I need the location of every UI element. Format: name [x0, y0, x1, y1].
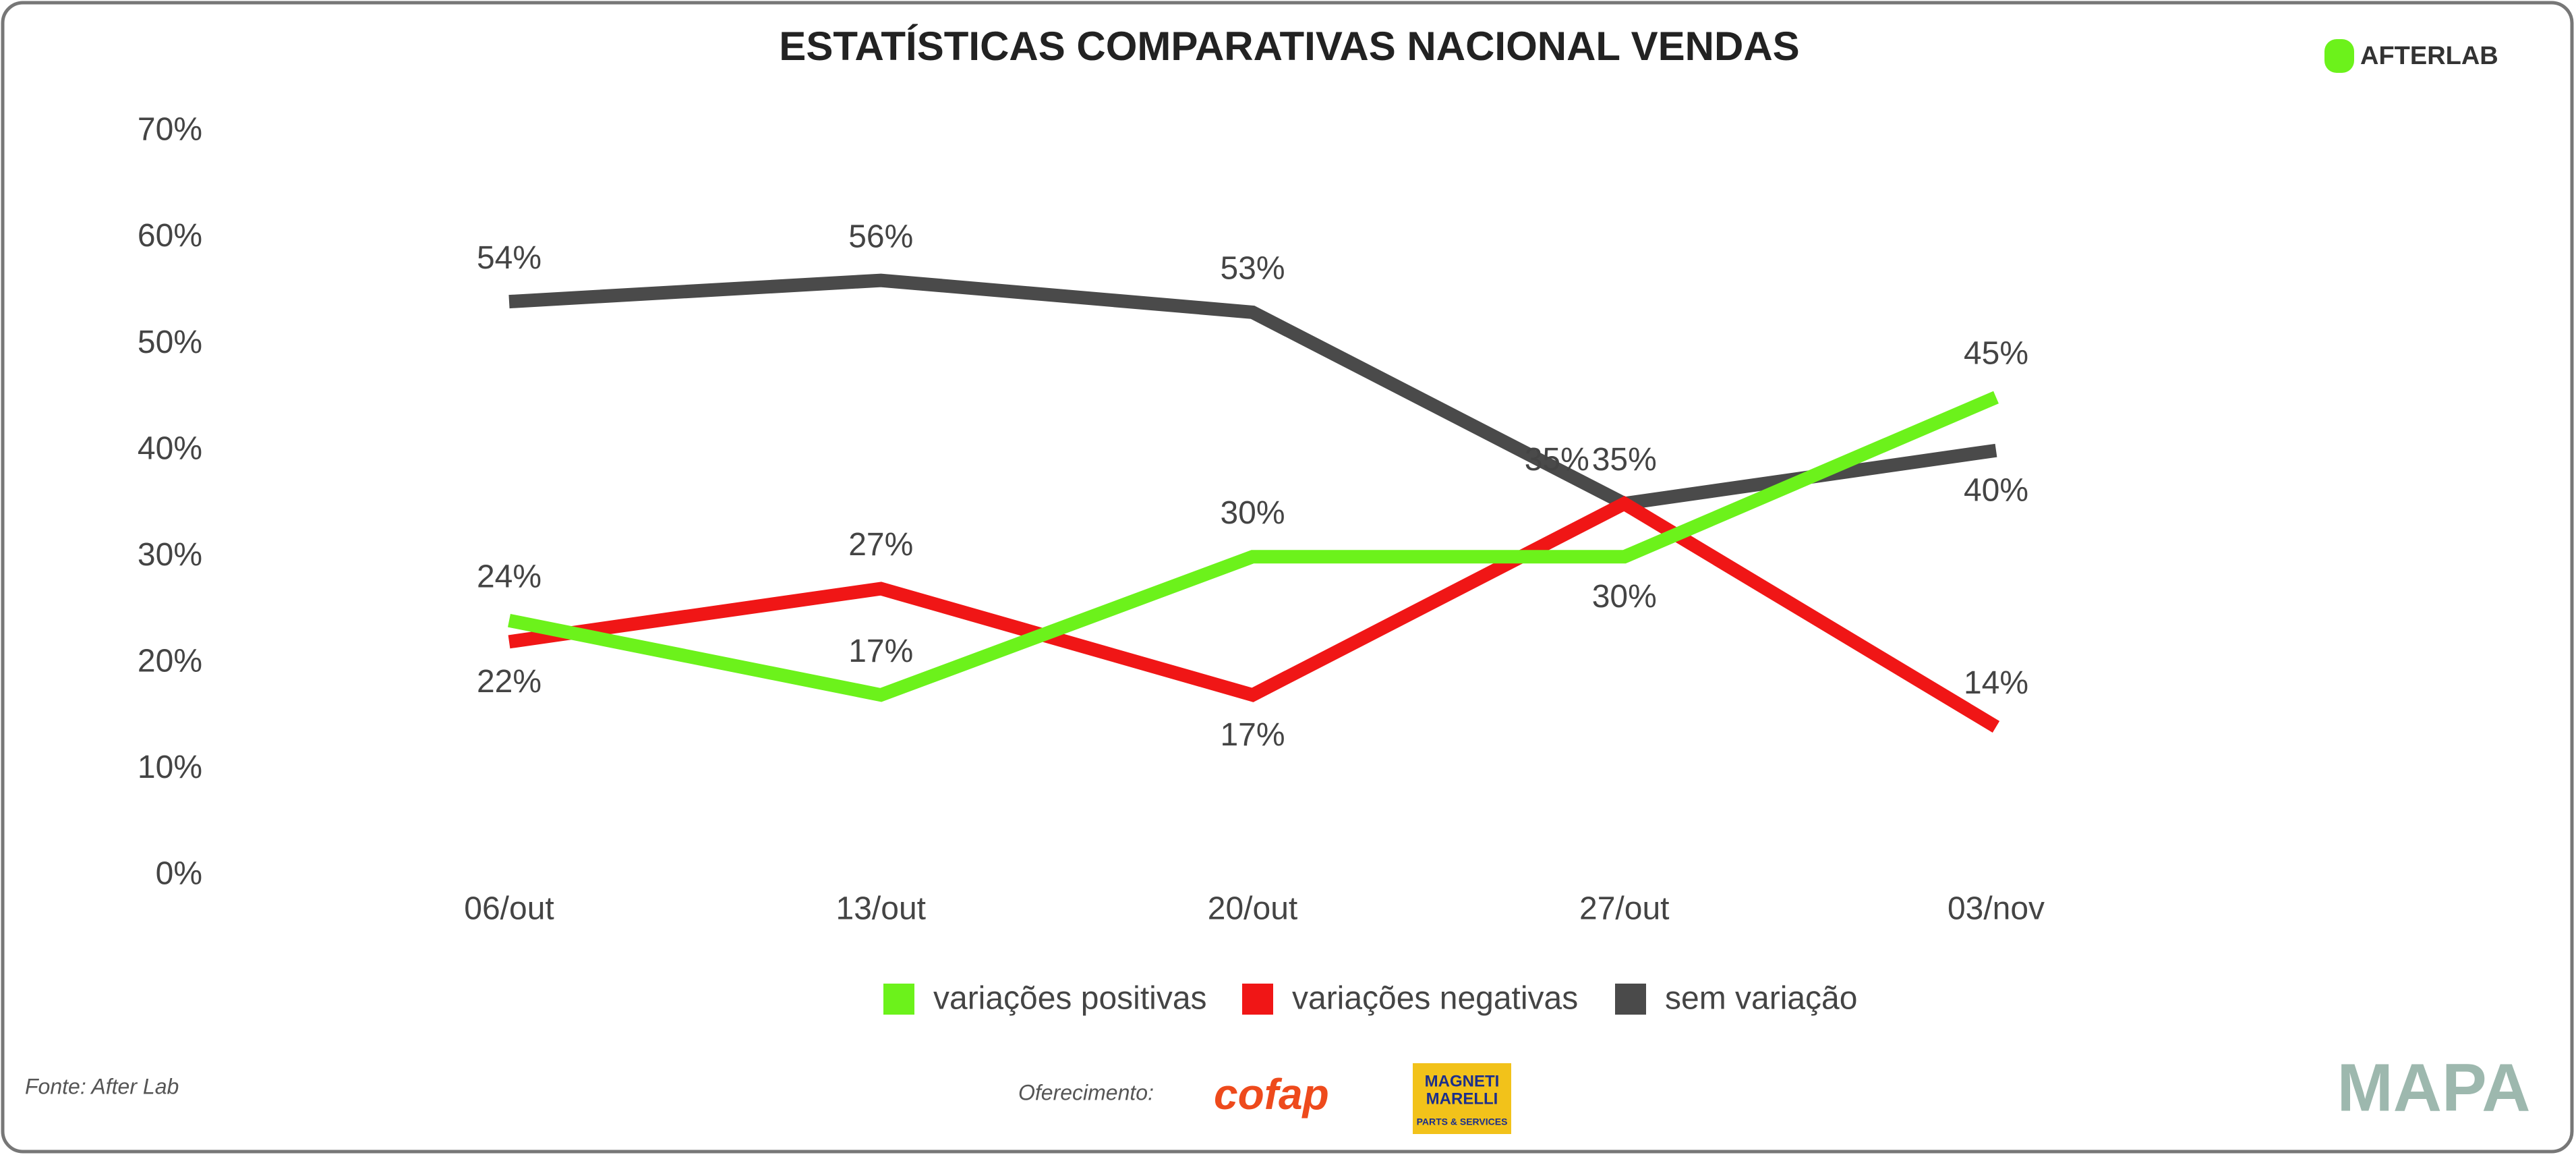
logo-box: [1413, 1063, 1511, 1134]
logo-icon: [2324, 39, 2354, 73]
x-tick-label: 27/out: [1579, 891, 1669, 927]
series-line: [508, 391, 1999, 702]
value-label: 45%: [1964, 336, 2028, 372]
x-tick-label: 06/out: [464, 891, 554, 927]
series-line: [508, 496, 2000, 733]
logo-text: PARTS & SERVICES: [1417, 1116, 1508, 1127]
series-line: [508, 273, 1997, 511]
source: Fonte: After Lab: [25, 1074, 179, 1098]
legend-swatch: [1615, 984, 1646, 1015]
value-label: 17%: [1220, 717, 1285, 753]
y-tick-label: 40%: [138, 430, 202, 466]
value-label: 35%: [1592, 442, 1657, 478]
value-label: 24%: [477, 559, 541, 595]
y-tick-label: 20%: [138, 644, 202, 679]
sponsor-label: Oferecimento:: [1018, 1080, 1154, 1104]
value-label: 54%: [477, 240, 541, 276]
value-label: 27%: [848, 527, 913, 563]
value-label: 35%: [1525, 442, 1589, 478]
x-tick-label: 13/out: [836, 891, 926, 927]
value-label: 14%: [1964, 665, 2028, 701]
legend-swatch: [1242, 984, 1273, 1015]
value-label: 30%: [1220, 495, 1285, 531]
magneti-logo: MAGNETI MARELLI PARTS & SERVICES: [1413, 1063, 1511, 1134]
y-tick-label: 70%: [138, 112, 202, 148]
y-tick-label: 60%: [138, 218, 202, 254]
value-label: 22%: [477, 664, 541, 700]
value-label: 56%: [848, 219, 913, 254]
value-label: 53%: [1220, 251, 1285, 287]
legend-label: sem variação: [1665, 981, 1857, 1017]
value-label: 40%: [1964, 472, 2028, 508]
mapa-logo: MAPA: [2337, 1050, 2530, 1125]
x-tick-label: 03/nov: [1948, 891, 2045, 927]
y-tick-label: 50%: [138, 324, 202, 360]
chart-title: ESTATÍSTICAS COMPARATIVAS NACIONAL VENDA…: [779, 24, 1799, 69]
y-tick-label: 0%: [156, 856, 202, 892]
logo-text: MAGNETI: [1425, 1072, 1500, 1090]
logo-text: AFTERLAB: [2360, 42, 2498, 70]
afterlab-logo: AFTERLAB: [2324, 39, 2498, 73]
legend-label: variações positivas: [933, 981, 1207, 1017]
legend-swatch: [883, 984, 914, 1015]
y-tick-label: 10%: [138, 750, 202, 785]
legend-label: variações negativas: [1292, 981, 1578, 1017]
logo-text: MARELLI: [1426, 1090, 1498, 1108]
y-tick-label: 30%: [138, 537, 202, 573]
value-label: 17%: [848, 633, 913, 669]
x-tick-label: 20/out: [1208, 891, 1297, 927]
cofap-logo: cofap: [1214, 1070, 1329, 1119]
value-label: 30%: [1592, 579, 1657, 615]
